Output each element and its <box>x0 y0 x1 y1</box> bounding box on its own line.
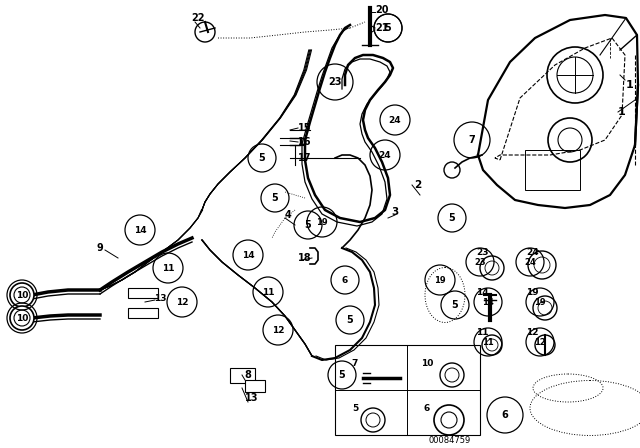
Text: 11: 11 <box>162 263 174 272</box>
Text: 24: 24 <box>526 247 539 257</box>
Text: 4: 4 <box>285 210 291 220</box>
Text: 23: 23 <box>476 247 488 257</box>
Text: 7: 7 <box>352 358 358 367</box>
Text: 11: 11 <box>482 337 494 346</box>
Text: 17: 17 <box>298 153 312 163</box>
Text: 13: 13 <box>154 293 166 302</box>
Text: 19: 19 <box>316 217 328 227</box>
Text: 6: 6 <box>342 276 348 284</box>
Bar <box>525 150 580 190</box>
Text: 5: 5 <box>339 370 346 380</box>
Text: 5: 5 <box>271 193 278 203</box>
Text: 24: 24 <box>524 258 536 267</box>
Text: 21: 21 <box>375 23 388 33</box>
Bar <box>128 308 158 318</box>
Circle shape <box>10 283 34 307</box>
Bar <box>128 288 158 298</box>
Text: 1: 1 <box>626 80 634 90</box>
Text: 5: 5 <box>352 404 358 413</box>
Text: 12: 12 <box>526 327 538 336</box>
Text: 20: 20 <box>375 5 388 15</box>
Text: 7: 7 <box>468 135 476 145</box>
Text: 5: 5 <box>259 153 266 163</box>
Text: 15: 15 <box>298 123 312 133</box>
Text: 24: 24 <box>379 151 391 159</box>
Text: 5: 5 <box>449 213 456 223</box>
Text: 10: 10 <box>16 314 28 323</box>
Text: 14: 14 <box>482 297 494 306</box>
Text: 10: 10 <box>16 290 28 300</box>
Text: 3: 3 <box>392 207 399 217</box>
Text: 11: 11 <box>262 288 275 297</box>
Text: 5: 5 <box>385 23 392 33</box>
Text: 23: 23 <box>328 77 342 87</box>
Text: 13: 13 <box>245 393 259 403</box>
Text: 6: 6 <box>502 410 508 420</box>
Text: 11: 11 <box>476 327 488 336</box>
Text: 1: 1 <box>618 107 626 117</box>
Text: 8: 8 <box>244 370 252 380</box>
Bar <box>230 368 255 383</box>
Text: 23: 23 <box>474 258 486 267</box>
Text: 5: 5 <box>347 315 353 325</box>
Text: 19: 19 <box>534 297 546 306</box>
Text: 19: 19 <box>526 288 539 297</box>
Text: 12: 12 <box>176 297 188 306</box>
Text: 5: 5 <box>452 300 458 310</box>
Text: 22: 22 <box>191 13 205 23</box>
Text: 14: 14 <box>476 288 488 297</box>
Text: 10: 10 <box>421 358 433 367</box>
Bar <box>245 380 265 392</box>
Text: 2: 2 <box>414 180 422 190</box>
Text: 12: 12 <box>534 337 546 346</box>
Text: 12: 12 <box>272 326 284 335</box>
Text: 14: 14 <box>134 225 147 234</box>
Text: 5: 5 <box>305 220 312 230</box>
Text: 6: 6 <box>424 404 430 413</box>
Circle shape <box>10 306 34 330</box>
Bar <box>335 345 480 435</box>
Text: 18: 18 <box>298 253 312 263</box>
Text: 24: 24 <box>388 116 401 125</box>
Text: 19: 19 <box>434 276 446 284</box>
Text: 16: 16 <box>298 137 312 147</box>
Text: 14: 14 <box>242 250 254 259</box>
Text: 9: 9 <box>97 243 104 253</box>
Text: 00084759: 00084759 <box>429 435 471 444</box>
